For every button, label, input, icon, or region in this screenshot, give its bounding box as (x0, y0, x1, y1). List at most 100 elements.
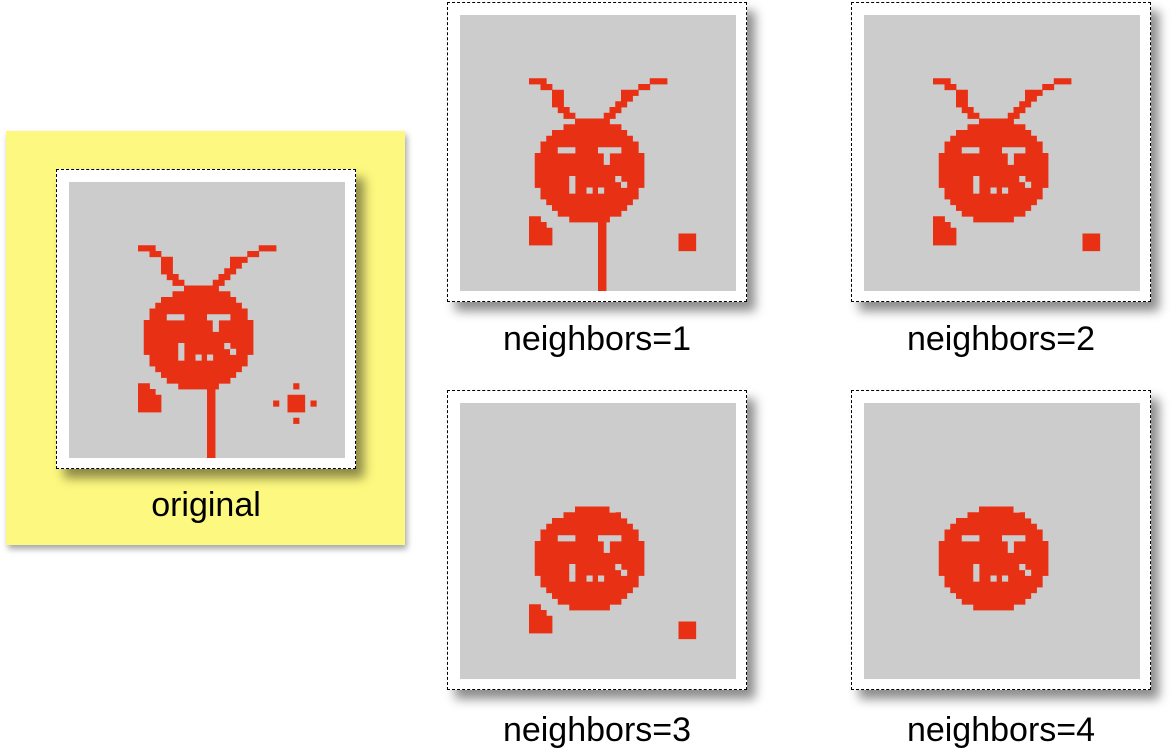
sprite-body-pixel (973, 216, 1014, 223)
sprite-face-pixel (1002, 147, 1026, 154)
sprite-antenna-pixel (557, 107, 570, 114)
sprite-body-pixel (540, 581, 639, 588)
sprite-face-pixel (961, 535, 980, 542)
sprite-body-pixel (979, 118, 1014, 125)
sprite-body-pixel (534, 564, 645, 571)
sprite-body-pixel (540, 529, 639, 536)
sprite-body-pixel (938, 552, 1049, 559)
sprite-body-pixel (950, 135, 1037, 142)
sprite-face-pixel (195, 354, 202, 361)
sprite-bite-pixel (1025, 512, 1032, 519)
sprite-face-pixel (230, 348, 237, 355)
neighbors-4-tile (851, 390, 1151, 690)
sprite-body-pixel (938, 164, 1049, 171)
sprite-body-pixel (143, 348, 254, 355)
sprite-body-pixel (143, 337, 254, 344)
sprite-face-pixel (598, 187, 605, 194)
sprite-dot-pixel (273, 400, 280, 407)
sprite-antenna-pixel (230, 262, 242, 269)
sprite-body-pixel (950, 199, 1037, 206)
sprite-antenna-pixel (944, 84, 957, 91)
sprite-body-pixel (575, 506, 610, 513)
sprite-antenna-pixel (149, 251, 162, 258)
sprite-body-pixel (961, 210, 1026, 217)
sprite-face-pixel (557, 147, 576, 154)
sprite-antenna-pixel (258, 245, 277, 252)
sprite-face-pixel (615, 564, 622, 571)
neighbors-2-image (864, 15, 1140, 291)
sprite-face-pixel (1002, 187, 1009, 194)
sprite-dot-pixel (678, 621, 697, 640)
sprite-dot-pixel (310, 400, 317, 407)
sprite-body-pixel (938, 170, 1049, 177)
sprite-body-pixel (557, 210, 622, 217)
sprite-face-pixel (178, 348, 185, 355)
sprite-antenna-pixel (529, 78, 547, 85)
sprite-stem-pixel (207, 389, 216, 458)
sprite-face-pixel (973, 181, 980, 188)
neighbors-1-image (460, 15, 736, 291)
sprite-body-pixel (944, 529, 1043, 536)
sprite-body-pixel (944, 141, 1043, 148)
sprite-body-pixel (540, 535, 639, 542)
sprite-body-pixel (143, 343, 254, 350)
sprite-blob-pixel (529, 610, 547, 617)
sprite-body-pixel (557, 598, 622, 605)
sprite-face-pixel (973, 564, 980, 571)
neighbors-2-caption: neighbors=2 (906, 320, 1096, 358)
sprite-body-pixel (938, 181, 1049, 188)
sprite-face-pixel (1025, 181, 1032, 188)
sprite-body-pixel (552, 518, 628, 525)
sprite-body-pixel (552, 592, 628, 599)
sprite-face-pixel (586, 575, 593, 582)
sprite-body-pixel (956, 204, 1032, 211)
sprite-body-pixel (534, 164, 645, 171)
sprite-face-pixel (207, 314, 231, 321)
sprite-body-pixel (149, 308, 248, 315)
neighbors-1-tile (447, 2, 747, 302)
sprite-blob-pixel (933, 222, 951, 229)
sprite-face-pixel (1019, 564, 1026, 571)
sprite-antenna-pixel (956, 95, 968, 102)
sprite-body-pixel (540, 147, 639, 154)
sprite-bite-pixel (621, 512, 628, 519)
sprite-antenna-pixel (172, 279, 185, 286)
sprite-antenna-pixel (161, 268, 173, 275)
sprite-antenna-pixel (1007, 112, 1020, 119)
sprite-antenna-pixel (218, 274, 231, 281)
sprite-blob-pixel (529, 222, 547, 229)
sprite-body-pixel (534, 158, 645, 165)
sprite-body-pixel (534, 176, 645, 183)
sprite-body-pixel (149, 360, 248, 367)
sprite-blob-pixel (138, 389, 156, 396)
sprite-antenna-pixel (621, 95, 633, 102)
sprite-body-pixel (944, 193, 1043, 200)
sprite-blob-pixel (138, 383, 150, 390)
sprite-face-pixel (973, 575, 980, 582)
sprite-face-pixel (1007, 153, 1014, 165)
sprite-body-pixel (534, 541, 645, 548)
sprite-face-pixel (621, 569, 628, 576)
sprite-face-pixel (166, 314, 185, 321)
sprite-body-pixel (143, 320, 254, 327)
sprite-body-pixel (944, 147, 1043, 154)
sprite-antenna-pixel (1013, 107, 1026, 114)
sprite-antenna-pixel (138, 245, 156, 252)
sprite-body-pixel (143, 325, 254, 332)
sprite-body-pixel (178, 383, 219, 390)
neighbors-3-image (460, 403, 736, 679)
sprite-face-pixel (569, 181, 576, 188)
sprite-antenna-pixel (224, 268, 237, 275)
sprite-body-pixel (540, 193, 639, 200)
sprite-antenna-pixel (230, 256, 248, 263)
sprite-face-pixel (973, 569, 980, 576)
sprite-antenna-pixel (552, 89, 564, 96)
sprite-body-pixel (938, 541, 1049, 548)
sprite-face-pixel (1002, 575, 1009, 582)
sprite-antenna-pixel (609, 107, 622, 114)
sprite-antenna-pixel (603, 112, 616, 119)
sprite-face-pixel (224, 343, 231, 350)
sprite-antenna-pixel (1025, 95, 1037, 102)
sprite-antenna-pixel (552, 101, 564, 108)
sprite-face-pixel (990, 575, 997, 582)
